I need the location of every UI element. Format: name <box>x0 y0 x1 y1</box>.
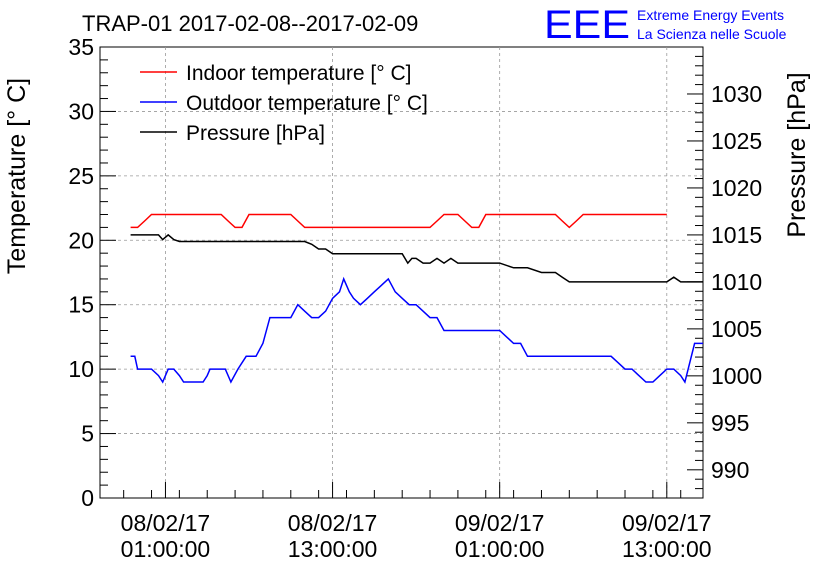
series-line-pressure <box>130 233 703 283</box>
eee-logo-line1: Extreme Energy Events <box>637 7 784 23</box>
series-line-indoor <box>130 213 667 229</box>
y-axis-left-label: Temperature [° C] <box>3 78 31 274</box>
x-tick-label-time: 13:00:00 <box>622 536 712 562</box>
right-tick-label: 1000 <box>711 363 762 389</box>
legend: Indoor temperature [° C] Outdoor tempera… <box>140 62 428 145</box>
left-tick-label: 20 <box>68 227 94 253</box>
y-axis-right-label: Pressure [hPa] <box>783 72 811 237</box>
legend-label-pressure: Pressure [hPa] <box>186 122 325 145</box>
series-line-outdoor <box>130 276 703 384</box>
x-tick-label-time: 01:00:00 <box>455 536 545 562</box>
right-tick-label: 990 <box>711 457 749 483</box>
left-tick-label: 25 <box>68 163 94 189</box>
series-group <box>130 213 703 384</box>
x-tick-label-date: 09/02/17 <box>622 510 712 536</box>
right-tick-label: 1020 <box>711 175 762 201</box>
eee-logo-line2: La Scienza nelle Scuole <box>637 26 787 42</box>
x-tick-label-date: 08/02/17 <box>121 510 211 536</box>
eee-logo-mark: EEE <box>544 3 630 47</box>
legend-label-indoor: Indoor temperature [° C] <box>186 62 412 85</box>
right-tick-label: 1005 <box>711 316 762 342</box>
x-tick-label-time: 01:00:00 <box>121 536 211 562</box>
x-tick-label-time: 13:00:00 <box>288 536 378 562</box>
legend-label-outdoor: Outdoor temperature [° C] <box>186 92 428 115</box>
left-tick-label: 0 <box>81 485 94 511</box>
right-tick-label: 995 <box>711 410 749 436</box>
left-tick-label: 30 <box>68 98 94 124</box>
grid <box>100 47 703 498</box>
right-tick-label: 1025 <box>711 128 762 154</box>
x-tick-label-date: 08/02/17 <box>288 510 378 536</box>
chart-title: TRAP-01 2017-02-08--2017-02-09 <box>82 11 418 36</box>
left-tick-label: 15 <box>68 292 94 318</box>
x-tick-label-date: 09/02/17 <box>455 510 545 536</box>
left-tick-label: 10 <box>68 356 94 382</box>
left-tick-label: 35 <box>68 34 94 60</box>
left-tick-label: 5 <box>81 421 94 447</box>
right-tick-label: 1030 <box>711 81 762 107</box>
right-tick-label: 1015 <box>711 222 762 248</box>
right-tick-label: 1010 <box>711 269 762 295</box>
ticks: 0510152025303599099510001005101010151020… <box>68 34 762 562</box>
